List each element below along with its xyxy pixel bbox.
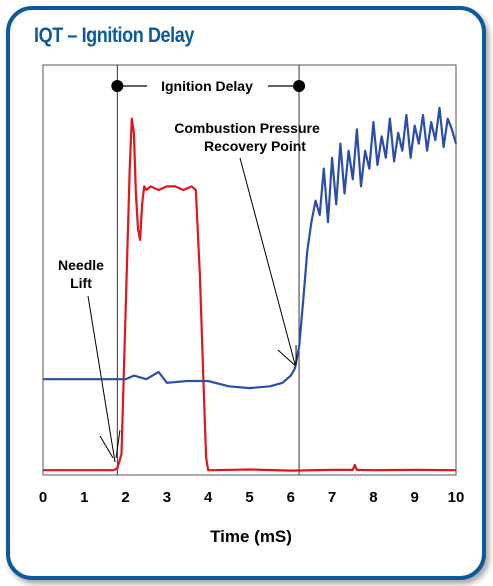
needle-lift-pointer [87, 295, 116, 463]
x-tick-label: 4 [204, 489, 213, 506]
recovery-arrow-left [277, 349, 296, 366]
annotation-ignition-delay: Ignition Delay [161, 78, 253, 94]
annotation-recovery-line2: Recovery Point [204, 138, 306, 154]
needle-lift-arrow-left [99, 435, 114, 459]
series-line-pressure [43, 106, 458, 390]
x-tick-label: 1 [80, 489, 88, 506]
series-line-needle [43, 117, 457, 472]
x-axis-label: Time (mS) [210, 527, 292, 546]
x-tick-label: 6 [287, 489, 295, 506]
ignition-delay-end-dot [293, 80, 306, 92]
plot-area [42, 64, 457, 476]
needle-lift-arrow-right [115, 429, 121, 459]
x-tick-label: 9 [411, 489, 419, 506]
x-tick-label: 7 [328, 489, 336, 506]
recovery-point-pointer [239, 157, 296, 365]
x-tick-label: 8 [369, 489, 377, 506]
annotation-recovery-line1: Combustion Pressure [174, 120, 320, 136]
x-tick-label: 2 [121, 489, 129, 506]
x-tick-label: 5 [245, 489, 253, 506]
chart-title: IQT – Ignition Delay [34, 24, 194, 47]
x-tick-label: 0 [39, 489, 47, 506]
annotation-needle-lift-line2: Lift [70, 275, 92, 291]
x-tick-label: 3 [163, 489, 171, 506]
annotation-needle-lift-line1: Needle [58, 257, 104, 273]
x-tick-label: 10 [448, 489, 465, 506]
ignition-delay-start-dot [111, 80, 124, 92]
